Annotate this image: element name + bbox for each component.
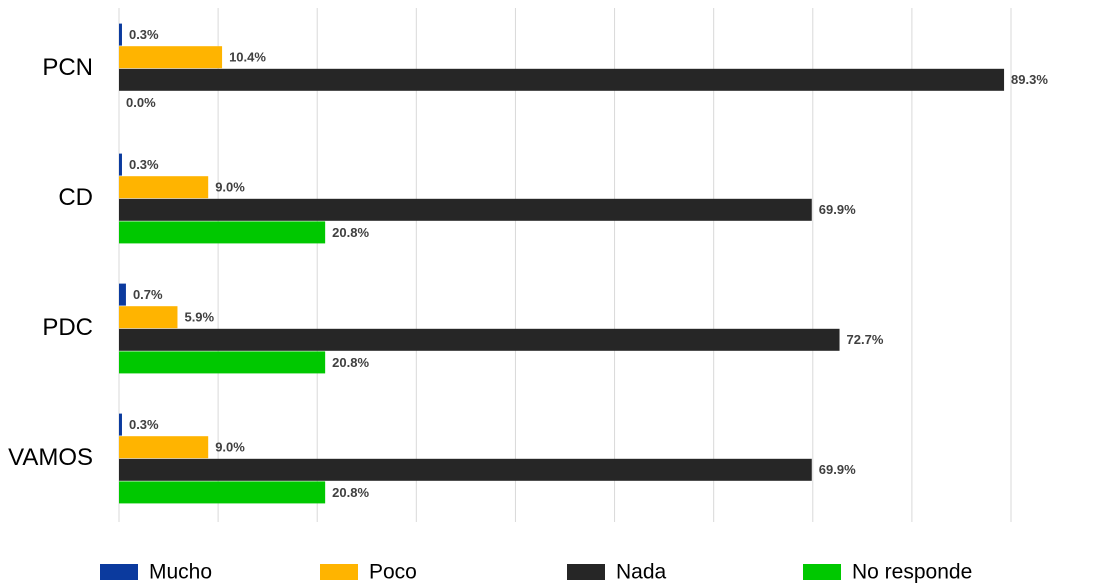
legend-swatch [320,564,358,580]
legend-swatch [100,564,138,580]
data-label: 5.9% [184,310,214,325]
data-label: 69.9% [819,202,856,217]
data-label: 72.7% [847,332,884,347]
category-label: CD [58,184,93,211]
data-label: 0.0% [126,95,156,110]
bar [119,306,178,329]
bar [119,351,326,374]
category-label: PDC [42,314,93,341]
bar [119,283,126,306]
data-label: 20.8% [332,225,369,240]
bar [119,458,812,481]
data-label: 9.0% [215,180,245,195]
data-label: 20.8% [332,485,369,500]
data-label: 69.9% [819,462,856,477]
bar [119,176,209,199]
bar [119,46,223,69]
data-label: 0.3% [129,27,159,42]
bar [119,153,122,176]
data-label: 89.3% [1011,72,1048,87]
bar [119,413,122,436]
data-label: 9.0% [215,440,245,455]
data-label: 0.7% [133,287,163,302]
bar [119,221,326,244]
category-label: PCN [42,54,93,81]
bar [119,198,812,221]
data-label: 20.8% [332,355,369,370]
legend-label: Poco [369,561,417,584]
legend-label: Mucho [149,561,212,584]
legend-swatch [567,564,605,580]
bar [119,328,840,351]
bar [119,481,326,504]
data-label: 0.3% [129,417,159,432]
legend-label: No responde [852,561,972,584]
bar [119,23,122,46]
category-label: VAMOS [8,444,93,471]
bar [119,436,209,459]
legend-swatch [803,564,841,580]
legend-label: Nada [616,561,667,584]
data-label: 10.4% [229,50,266,65]
bar [119,68,1005,91]
data-label: 0.3% [129,157,159,172]
